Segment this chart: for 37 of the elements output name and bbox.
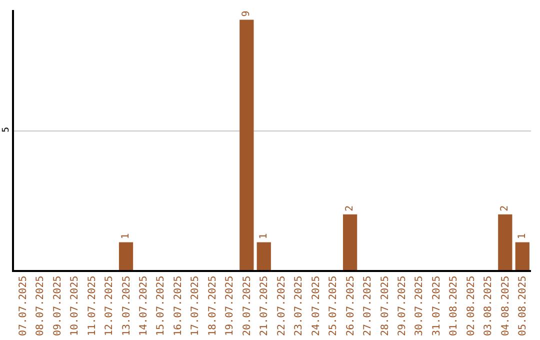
x-tick-label: 14.07.2025 xyxy=(138,276,150,336)
x-tick-label: 20.07.2025 xyxy=(242,276,253,336)
x-tick-label: 03.08.2025 xyxy=(483,276,494,336)
data-label: 2 xyxy=(500,205,511,212)
x-tick-label: 04.08.2025 xyxy=(500,276,512,336)
data-label: 1 xyxy=(120,233,132,240)
x-tick-label: 31.07.2025 xyxy=(431,276,442,336)
x-tick-label: 13.07.2025 xyxy=(121,276,132,336)
x-tick-label: 19.07.2025 xyxy=(224,276,236,336)
x-tick-label: 15.07.2025 xyxy=(156,276,167,336)
x-tick-label: 24.07.2025 xyxy=(310,276,322,336)
data-label: 1 xyxy=(258,233,270,240)
x-tick-label: 05.08.2025 xyxy=(518,276,529,336)
x-tick-label: 21.07.2025 xyxy=(259,276,270,336)
data-label: 2 xyxy=(344,205,356,212)
x-tick-label: 02.08.2025 xyxy=(466,276,477,336)
x-tick-label: 16.07.2025 xyxy=(172,276,184,336)
x-tick-label: 18.07.2025 xyxy=(207,276,218,336)
y-tick-label: 5 xyxy=(2,126,12,132)
x-tick-label: 30.07.2025 xyxy=(414,276,426,336)
x-tick-label: 09.07.2025 xyxy=(52,276,64,336)
x-tick-label: 26.07.2025 xyxy=(345,276,356,336)
x-tick-label: 27.07.2025 xyxy=(362,276,374,336)
x-tick-label: 17.07.2025 xyxy=(190,276,202,336)
x-tick-label: 01.08.2025 xyxy=(448,276,460,336)
x-tick-label: 12.07.2025 xyxy=(104,276,116,336)
x-tick-label: 25.07.2025 xyxy=(328,276,340,336)
x-tick-label: 08.07.2025 xyxy=(35,276,46,336)
x-tick-label: 29.07.2025 xyxy=(397,276,408,336)
x-tick-label: 23.07.2025 xyxy=(294,276,305,336)
data-label: 1 xyxy=(516,233,528,240)
x-tick-label: 10.07.2025 xyxy=(70,276,81,336)
x-tick-label: 22.07.2025 xyxy=(276,276,288,336)
x-tick-label: 28.07.2025 xyxy=(380,276,391,336)
x-tick-label: 11.07.2025 xyxy=(86,276,98,336)
data-label: 9 xyxy=(241,10,252,17)
x-tick-label: 07.07.2025 xyxy=(18,276,29,336)
